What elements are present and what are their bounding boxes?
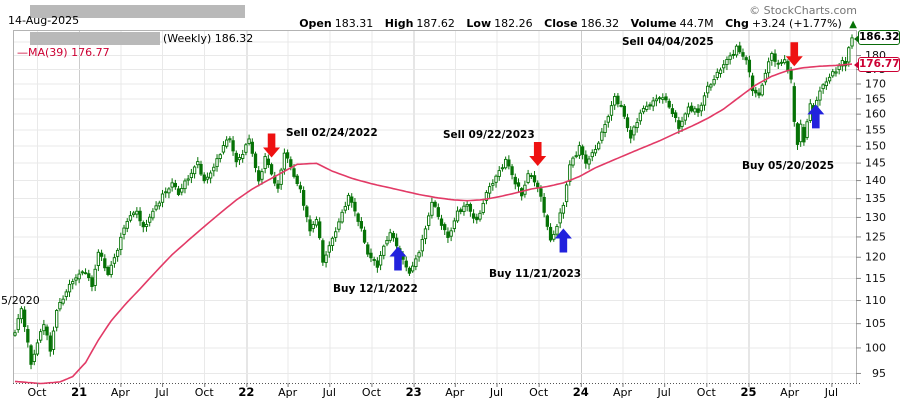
ma-legend-label: MA(39) 176.77 bbox=[28, 46, 110, 59]
svg-text:105: 105 bbox=[865, 317, 886, 330]
redacted-title-bar bbox=[30, 5, 245, 18]
buy-signal-arrow-icon bbox=[554, 228, 572, 253]
low-label: Low bbox=[466, 17, 492, 30]
ma-line-swatch-icon: — bbox=[17, 46, 28, 59]
svg-text:23: 23 bbox=[406, 385, 422, 399]
buy-annotation-label: Buy 12/1/2022 bbox=[333, 283, 418, 295]
last-price-callout: 186.32 bbox=[854, 30, 900, 46]
volume-label: Volume bbox=[630, 17, 677, 30]
svg-text:Oct: Oct bbox=[362, 386, 382, 399]
sell-annotation-label: Sell 04/04/2025 bbox=[622, 36, 714, 48]
close-value: 186.32 bbox=[580, 17, 620, 30]
bottom-date-axis: Oct 21 Apr Jul Oct 22 Apr Jul Oct 23 Apr Jul Oct 24 Ap… bbox=[27, 383, 838, 399]
svg-text:95: 95 bbox=[872, 367, 886, 380]
buy-annotation-label: Buy 05/20/2025 bbox=[742, 160, 835, 172]
chg-value: +3.24 (+1.77%) bbox=[751, 17, 842, 30]
svg-text:Jul: Jul bbox=[489, 386, 503, 399]
sell-signal-arrow-icon bbox=[263, 133, 281, 158]
buy-signal-arrow-icon bbox=[389, 246, 407, 271]
close-label: Close bbox=[544, 17, 578, 30]
redacted-ticker-name bbox=[30, 32, 160, 45]
svg-text:Jul: Jul bbox=[657, 386, 671, 399]
svg-text:Apr: Apr bbox=[780, 386, 800, 399]
svg-text:21: 21 bbox=[71, 385, 87, 399]
chart-date-label: 14-Aug-2025 bbox=[8, 14, 80, 27]
sell-annotation-label: Sell 02/24/2022 bbox=[286, 127, 378, 139]
sell-signal-arrow-icon bbox=[529, 142, 547, 167]
chg-label: Chg bbox=[725, 17, 749, 30]
svg-text:135: 135 bbox=[865, 192, 886, 205]
up-triangle-icon: ▲ bbox=[849, 19, 857, 30]
svg-text:Oct: Oct bbox=[697, 386, 717, 399]
stockcharts-copyright: © StockCharts.com bbox=[749, 4, 857, 17]
series-legend: (Weekly) 186.32 bbox=[163, 32, 254, 45]
svg-text:145: 145 bbox=[865, 157, 886, 170]
ma-price-callout: 176.77 bbox=[854, 56, 900, 72]
svg-text:24: 24 bbox=[573, 385, 589, 399]
left-edge-date-label: 5/2020 bbox=[1, 294, 40, 307]
quote-bar: Open 183.31 High 187.62 Low 182.26 Close 186… bbox=[299, 17, 857, 30]
svg-text:100: 100 bbox=[865, 341, 886, 354]
high-value: 187.62 bbox=[416, 17, 455, 30]
svg-text:110: 110 bbox=[865, 294, 886, 307]
buy-signal-arrow-icon bbox=[807, 104, 825, 129]
sell-signal-arrow-icon bbox=[785, 42, 803, 67]
low-value: 182.26 bbox=[494, 17, 533, 30]
svg-text:Apr: Apr bbox=[111, 386, 131, 399]
svg-text:Oct: Oct bbox=[27, 386, 47, 399]
ma39-line bbox=[14, 63, 853, 385]
svg-text:Jul: Jul bbox=[322, 386, 336, 399]
svg-text:Jul: Jul bbox=[154, 386, 168, 399]
svg-text:115: 115 bbox=[865, 272, 886, 285]
svg-text:Oct: Oct bbox=[195, 386, 215, 399]
svg-text:25: 25 bbox=[740, 385, 756, 399]
candles-layer bbox=[13, 34, 854, 370]
volume-value: 44.7M bbox=[679, 17, 714, 30]
open-label: Open bbox=[299, 17, 332, 30]
svg-text:Jul: Jul bbox=[824, 386, 838, 399]
right-price-axis: 1801751701651601551501451401351301251201… bbox=[856, 49, 886, 380]
buy-annotation-label: Buy 11/21/2023 bbox=[489, 268, 582, 280]
svg-text:160: 160 bbox=[865, 108, 886, 121]
svg-text:170: 170 bbox=[865, 77, 886, 90]
sell-annotation-label: Sell 09/22/2023 bbox=[443, 129, 535, 141]
svg-text:155: 155 bbox=[865, 123, 886, 136]
svg-text:Apr: Apr bbox=[613, 386, 633, 399]
grid-layer bbox=[13, 30, 861, 384]
svg-text:150: 150 bbox=[865, 140, 886, 153]
svg-text:Apr: Apr bbox=[445, 386, 465, 399]
svg-text:125: 125 bbox=[865, 230, 886, 243]
svg-text:140: 140 bbox=[865, 174, 886, 187]
svg-text:22: 22 bbox=[238, 385, 254, 399]
svg-text:165: 165 bbox=[865, 92, 886, 105]
high-label: High bbox=[384, 17, 414, 30]
svg-text:130: 130 bbox=[865, 211, 886, 224]
svg-text:Oct: Oct bbox=[529, 386, 549, 399]
svg-text:120: 120 bbox=[865, 251, 886, 264]
svg-text:Apr: Apr bbox=[278, 386, 298, 399]
open-value: 183.31 bbox=[334, 17, 374, 30]
ma-legend: —MA(39) 176.77 bbox=[17, 46, 110, 59]
